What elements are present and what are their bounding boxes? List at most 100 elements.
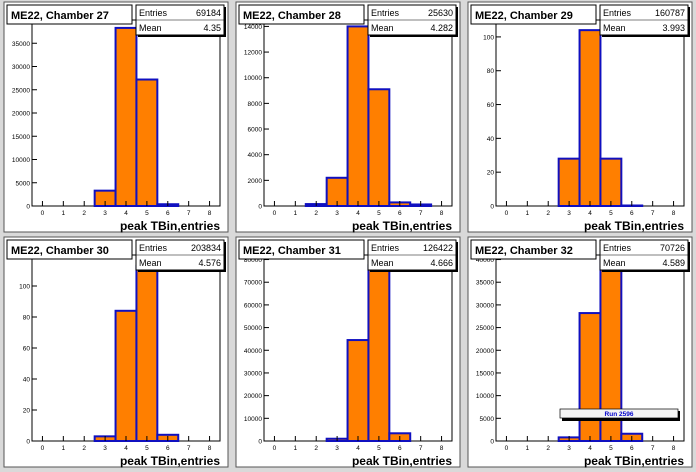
y-tick-label: 30000 [244,370,262,377]
bar-bin-3 [557,157,581,207]
x-tick-label: 8 [208,210,212,217]
title-box [238,239,365,260]
y-tick-label: 35000 [12,41,30,48]
x-tick-label: 7 [187,445,191,452]
x-tick-label: 3 [335,445,339,452]
bar-bin-5 [135,264,159,442]
x-tick-label: 4 [356,445,360,452]
y-tick-label: 0 [490,204,494,211]
stats-entries-label: Entries [603,8,632,18]
x-tick-label: 4 [124,445,128,452]
x-tick-label: 6 [398,210,402,217]
y-tick-label: 15000 [12,134,30,141]
x-tick-label: 4 [356,210,360,217]
x-tick-label: 1 [526,445,530,452]
y-tick-label: 20000 [12,111,30,118]
x-tick-label: 7 [419,445,423,452]
x-tick-label: 6 [630,210,634,217]
x-tick-label: 8 [672,445,676,452]
x-tick-label: 2 [546,445,550,452]
bar-bin-4 [346,25,370,208]
x-tick-label: 1 [62,445,66,452]
x-tick-label: 8 [440,210,444,217]
y-tick-label: 14000 [244,24,262,31]
histogram-panel-1: 0500010000150002000025000300003500040000… [3,1,229,233]
y-tick-label: 100 [19,284,30,291]
title-box [238,4,365,25]
stats-entries-value: 126422 [423,243,453,253]
x-tick-label: 7 [651,210,655,217]
bar-bin-4 [578,29,602,207]
bar-bin-5 [367,88,391,207]
x-tick-label: 4 [588,445,592,452]
bar-bin-4 [578,312,602,442]
x-tick-label: 8 [208,445,212,452]
stats-entries-value: 69184 [196,8,221,18]
histogram-title: ME22, Chamber 31 [243,245,341,257]
stats-entries-value: 203834 [191,243,221,253]
y-tick-label: 60000 [244,302,262,309]
x-tick-label: 2 [82,445,86,452]
y-tick-label: 20 [23,408,31,415]
x-tick-label: 3 [567,210,571,217]
y-tick-label: 40 [487,136,495,143]
x-tick-label: 2 [314,210,318,217]
title-box [470,4,597,25]
x-tick-label: 1 [294,210,298,217]
y-tick-label: 20000 [244,393,262,400]
histogram-panel-2: 0 2000 4000 6000 8000 10000 12000 14000 0 1 2 3 4 5 6 7… [235,1,461,233]
y-tick-label: 40000 [244,348,262,355]
stats-mean-value: 4.576 [198,258,221,268]
x-tick-label: 7 [651,445,655,452]
stats-mean-value: 3.993 [662,23,685,33]
y-tick-label: 0 [258,204,262,211]
x-tick-label: 8 [672,210,676,217]
y-tick-label: 10000 [244,416,262,423]
x-tick-label: 0 [505,445,509,452]
x-axis-title: peak TBin,entries [352,454,452,468]
stats-entries-label: Entries [371,8,400,18]
x-tick-label: 0 [273,445,277,452]
y-tick-label: 70000 [244,280,262,287]
stats-entries-value: 25630 [428,8,453,18]
x-tick-label: 2 [82,210,86,217]
y-tick-label: 60 [487,102,495,109]
stats-entries-value: 70726 [660,243,685,253]
stats-entries-value: 160787 [655,8,685,18]
stats-mean-label: Mean [371,23,394,33]
y-tick-label: 35000 [476,280,494,287]
stats-mean-label: Mean [603,23,626,33]
y-tick-label: 10000 [12,157,30,164]
bar-bin-4 [114,26,138,208]
y-tick-label: 80 [23,315,31,322]
y-tick-label: 20 [487,170,495,177]
x-tick-label: 0 [41,445,45,452]
stats-entries-label: Entries [603,243,632,253]
stats-mean-value: 4.35 [203,23,221,33]
stats-entries-label: Entries [139,243,168,253]
x-tick-label: 3 [103,445,107,452]
x-tick-label: 6 [630,445,634,452]
y-tick-label: 80000 [244,257,262,264]
y-tick-label: 60 [23,346,31,353]
x-tick-label: 4 [124,210,128,217]
stats-entries-label: Entries [371,243,400,253]
y-tick-label: 4000 [248,152,263,159]
histogram-title: ME22, Chamber 29 [475,10,573,22]
x-tick-label: 6 [398,445,402,452]
x-tick-label: 3 [567,445,571,452]
y-tick-label: 25000 [12,87,30,94]
x-tick-label: 5 [145,210,149,217]
x-tick-label: 5 [609,210,613,217]
x-tick-label: 0 [505,210,509,217]
y-tick-label: 50000 [244,325,262,332]
stats-mean-label: Mean [139,258,162,268]
x-tick-label: 7 [419,210,423,217]
x-tick-label: 1 [294,445,298,452]
x-axis-title: peak TBin,entries [120,454,220,468]
bar-bin-5 [367,264,391,442]
y-tick-label: 40000 [476,257,494,264]
histogram-panel-6: 0 5000 10000 15000 20000 25000 30000 35000 40000… [467,236,693,468]
